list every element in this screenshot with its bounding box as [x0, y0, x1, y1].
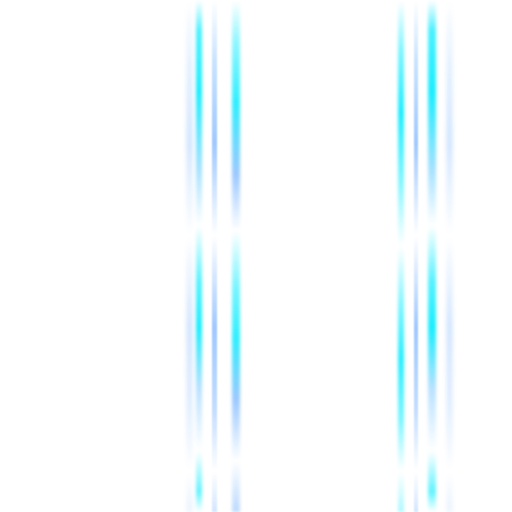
beam-group-right — [392, 0, 462, 512]
beam-right-4 — [448, 0, 451, 512]
beam-left-2 — [196, 0, 202, 512]
beam-left-1 — [188, 0, 191, 512]
beam-left-4 — [232, 0, 240, 512]
beam-left-3 — [212, 0, 217, 512]
visible-text-sink — [0, 0, 1, 1]
beam-right-1 — [398, 0, 404, 512]
beam-right-3 — [428, 0, 436, 512]
beam-group-left — [184, 0, 254, 512]
beam-right-2 — [414, 0, 418, 512]
